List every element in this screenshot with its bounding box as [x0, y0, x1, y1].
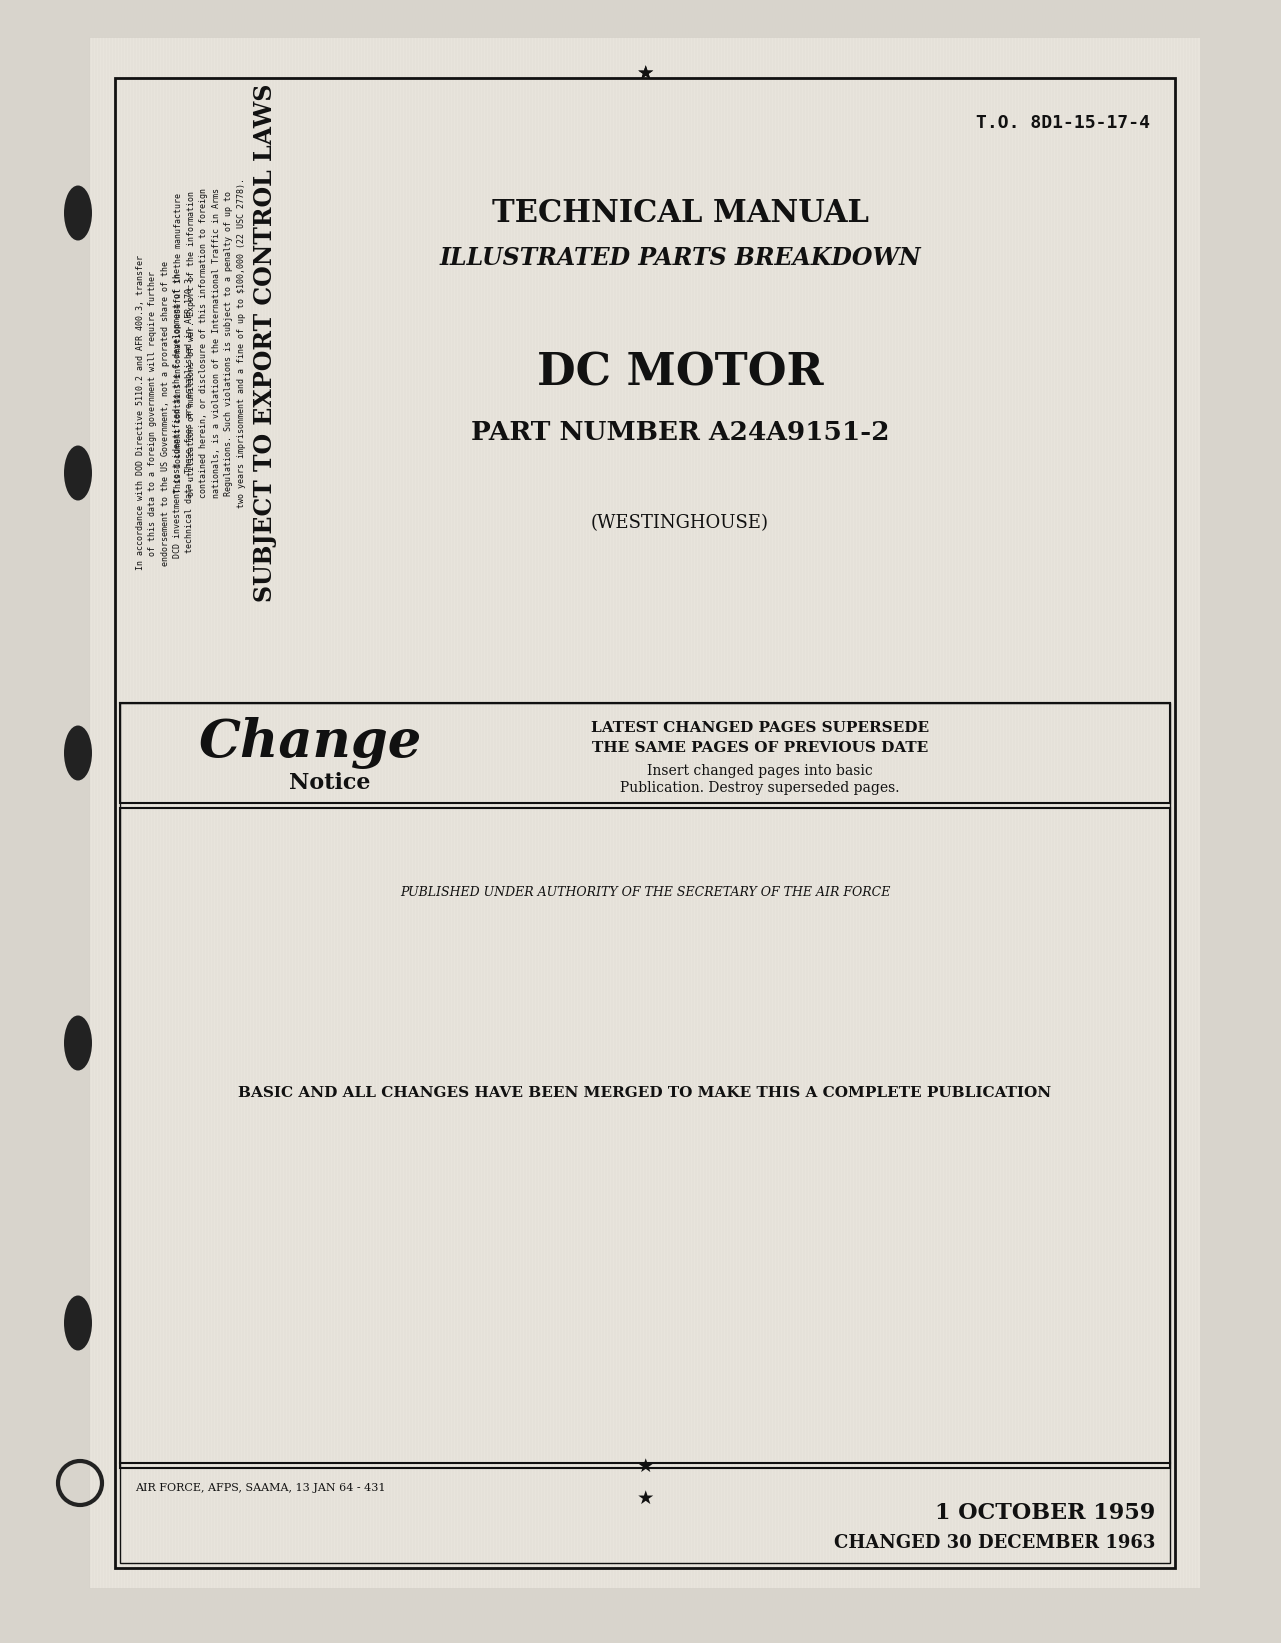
Text: BASIC AND ALL CHANGES HAVE BEEN MERGED TO MAKE THIS A COMPLETE PUBLICATION: BASIC AND ALL CHANGES HAVE BEEN MERGED T… [238, 1086, 1052, 1101]
Text: PART NUMBER A24A9151-2: PART NUMBER A24A9151-2 [470, 421, 889, 445]
Ellipse shape [64, 1295, 92, 1351]
Text: LATEST CHANGED PAGES SUPERSEDE: LATEST CHANGED PAGES SUPERSEDE [591, 721, 929, 734]
Ellipse shape [64, 726, 92, 780]
Text: TECHNICAL MANUAL: TECHNICAL MANUAL [492, 197, 869, 228]
Text: (WESTINGHOUSE): (WESTINGHOUSE) [591, 514, 769, 532]
Text: 1 OCTOBER 1959: 1 OCTOBER 1959 [935, 1502, 1155, 1525]
Bar [90, 38, 1200, 1589]
Text: Publication. Destroy superseded pages.: Publication. Destroy superseded pages. [620, 780, 899, 795]
Text: ★: ★ [637, 1489, 653, 1508]
Text: T.O. 8D1-15-17-4: T.O. 8D1-15-17-4 [976, 113, 1150, 131]
Bar [115, 77, 1175, 1567]
Text: ILLUSTRATED PARTS BREAKDOWN: ILLUSTRATED PARTS BREAKDOWN [439, 246, 921, 269]
Ellipse shape [64, 445, 92, 501]
Text: Insert changed pages into basic: Insert changed pages into basic [647, 764, 872, 779]
Text: DC MOTOR: DC MOTOR [537, 352, 824, 394]
Text: ★: ★ [637, 64, 653, 82]
Text: PUBLISHED UNDER AUTHORITY OF THE SECRETARY OF THE AIR FORCE: PUBLISHED UNDER AUTHORITY OF THE SECRETA… [400, 887, 890, 899]
Text: THE SAME PAGES OF PREVIOUS DATE: THE SAME PAGES OF PREVIOUS DATE [592, 741, 929, 756]
Bar [120, 808, 1170, 1467]
Text: SUBJECT TO EXPORT CONTROL LAWS: SUBJECT TO EXPORT CONTROL LAWS [254, 84, 277, 603]
Text: Notice: Notice [290, 772, 370, 794]
Text: Change: Change [199, 716, 421, 769]
Ellipse shape [64, 186, 92, 240]
Bar [120, 703, 1170, 1562]
Bar [120, 703, 1170, 803]
Ellipse shape [64, 1015, 92, 1071]
Text: In accordance with DOD Directive 5110.2 and AFR 400.3, transfer
of this data to : In accordance with DOD Directive 5110.2 … [136, 256, 195, 570]
Text: ★: ★ [637, 64, 653, 82]
Text: AIR FORCE, AFPS, SAAMA, 13 JAN 64 - 431: AIR FORCE, AFPS, SAAMA, 13 JAN 64 - 431 [135, 1484, 386, 1493]
Text: This document contains information useful in the manufacture
or utilization of m: This document contains information usefu… [174, 177, 246, 508]
Text: CHANGED 30 DECEMBER 1963: CHANGED 30 DECEMBER 1963 [834, 1535, 1155, 1553]
Text: ★: ★ [637, 1456, 653, 1475]
